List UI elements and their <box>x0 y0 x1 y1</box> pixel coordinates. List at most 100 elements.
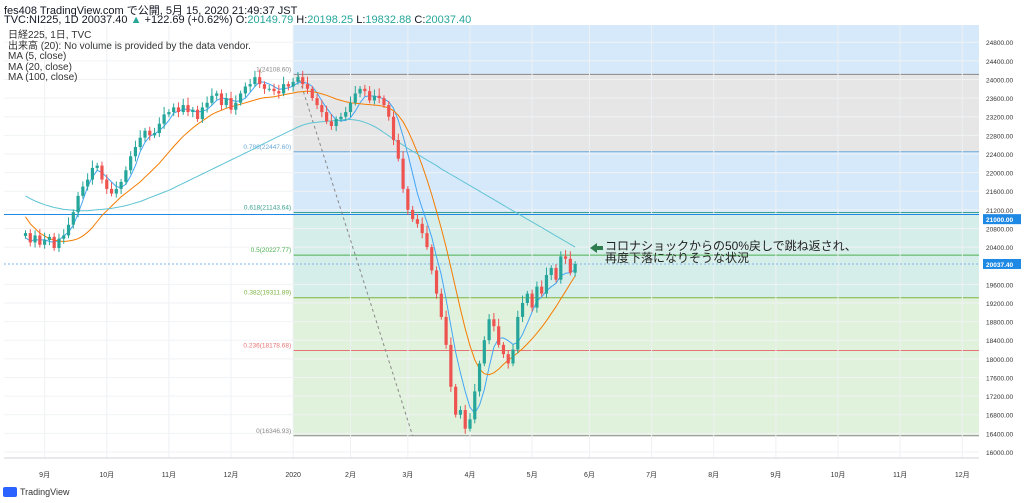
candle-body <box>210 95 214 103</box>
candle-body <box>310 88 314 99</box>
candle-body <box>320 105 324 113</box>
legend-ma5[interactable]: MA (5, close) <box>8 51 67 62</box>
candle-body <box>262 84 267 89</box>
candle-body <box>52 236 56 249</box>
candle-body <box>372 95 377 101</box>
candle-body <box>253 77 257 85</box>
fib-label-0.618: 0.618(21143.64) <box>244 204 291 211</box>
candle-body <box>167 112 171 115</box>
ohlc-line: TVC:NI225, 1D 20037.40 ▲ +122.69 (+0.62%… <box>4 14 471 26</box>
candle-body <box>219 93 224 106</box>
time-tick: 2月 <box>345 471 356 479</box>
candle-body <box>516 316 520 350</box>
candle-body <box>573 263 577 273</box>
tradingview-logo-icon <box>3 487 17 497</box>
fib-zone-0.236 <box>293 350 979 436</box>
candle-body <box>291 81 295 87</box>
time-tick: 8月 <box>708 471 719 479</box>
candle-body <box>544 275 549 294</box>
close-label: C: <box>414 14 426 26</box>
high-label: H: <box>296 14 308 26</box>
candle-body <box>540 286 544 294</box>
candle-body <box>23 233 28 236</box>
candle-body <box>487 319 491 341</box>
price-tick: 19600.00 <box>986 282 1013 289</box>
candle-body <box>215 93 219 96</box>
legend-symbol: 日経225, 1日, TVC <box>8 30 92 41</box>
candle-body <box>129 156 133 171</box>
candle-body <box>286 84 290 87</box>
price-tick: 18800.00 <box>986 320 1013 327</box>
candle-body <box>224 98 228 106</box>
price-tick: 23200.00 <box>986 115 1013 122</box>
candle-body <box>28 233 32 243</box>
candle-body <box>396 140 400 159</box>
time-tick: 10月 <box>99 471 114 479</box>
price-tick: 22000.00 <box>986 171 1013 178</box>
candle-body <box>559 256 563 280</box>
candle-body <box>229 98 233 110</box>
candle-body <box>339 116 343 120</box>
candle-body <box>348 102 353 113</box>
candle-body <box>296 77 300 82</box>
price-tick: 18000.00 <box>986 357 1013 364</box>
fib-label-0.382: 0.382(19311.89) <box>244 290 291 297</box>
time-tick: 11月 <box>893 471 907 479</box>
candle-body <box>62 235 66 239</box>
candle-body <box>95 165 99 168</box>
candle-body <box>105 179 109 189</box>
last-price: 20037.40 <box>81 14 128 26</box>
price-tick: 22400.00 <box>986 152 1013 159</box>
candle-body <box>401 158 405 189</box>
open-label: O: <box>235 14 248 26</box>
candle-body <box>501 344 506 355</box>
candle-body <box>363 88 367 92</box>
price-axis: 24800.00 24400.00 24000.00 23600.00 23200.00… <box>986 40 1013 457</box>
time-tick: 9月 <box>39 471 50 479</box>
candle-body <box>525 293 529 303</box>
price-tag <box>983 214 1021 225</box>
candle-body <box>186 105 190 113</box>
candle-body <box>391 116 396 141</box>
legend-ma20[interactable]: MA (20, close) <box>8 61 72 73</box>
candle-body <box>368 91 372 101</box>
candle-body <box>334 119 338 127</box>
candle-body <box>511 349 515 364</box>
high-value: 20198.25 <box>307 14 354 26</box>
candle-body <box>66 224 71 236</box>
tradingview-logo[interactable]: TradingView <box>3 487 70 497</box>
candle-body <box>172 107 176 113</box>
candle-body <box>387 105 391 117</box>
fibonacci-labels: 1(24108.60) 0.786(22447.60) 0.618(21143.64… <box>243 66 291 434</box>
candle-body <box>329 121 333 127</box>
candle-body <box>444 316 448 345</box>
indicator-legend: 日経225, 1日, TVC 出来高 (20): No volume is pr… <box>8 30 251 84</box>
price-tick: 20800.00 <box>986 226 1013 233</box>
candle-body <box>492 319 496 327</box>
candle-body <box>430 247 434 271</box>
fib-label-1: 1(24108.60) <box>256 66 291 73</box>
price-tick: 17600.00 <box>986 375 1013 382</box>
candle-body <box>47 236 52 241</box>
time-tick: 9月 <box>770 471 781 479</box>
change-arrow-icon: ▲ <box>130 14 142 26</box>
candles <box>23 69 577 434</box>
horizontal-levels <box>4 213 979 265</box>
candle-body <box>258 77 262 85</box>
candle-body <box>382 98 386 106</box>
price-tag-label: 20037.40 <box>986 262 1013 269</box>
candle-body <box>43 240 47 245</box>
fib-label-0.5: 0.5(20227.77) <box>251 247 291 254</box>
symbol: TVC:NI225, 1D <box>4 14 79 26</box>
price-tick: 22800.00 <box>986 133 1013 140</box>
candle-body <box>277 91 281 94</box>
price-tick: 17200.00 <box>986 394 1013 401</box>
candle-body <box>176 107 181 113</box>
candle-body <box>458 410 463 415</box>
price-tag <box>983 258 1021 269</box>
legend-ma100[interactable]: MA (100, close) <box>8 72 78 83</box>
candle-body <box>281 84 286 94</box>
tradingview-logo-text: TradingView <box>20 487 70 497</box>
candle-body <box>200 107 204 120</box>
